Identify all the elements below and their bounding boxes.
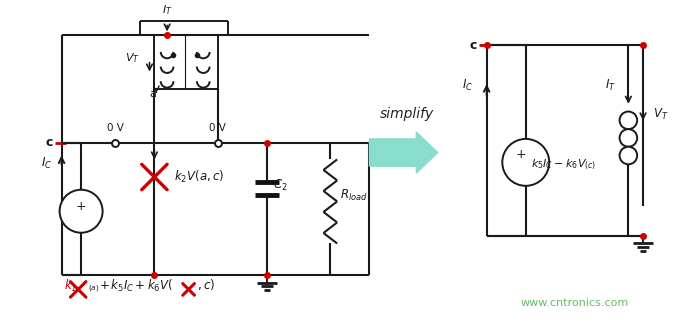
- Text: c: c: [45, 136, 52, 149]
- Text: 0 V: 0 V: [210, 123, 226, 133]
- Text: $k_5 I_C - k_6 V_{(c)}$: $k_5 I_C - k_6 V_{(c)}$: [530, 158, 596, 172]
- Text: $+\,k_5 I_C + k_6 V($: $+\,k_5 I_C + k_6 V($: [99, 278, 173, 293]
- Text: $_{(a)}$: $_{(a)}$: [88, 283, 100, 295]
- Text: $,c)$: $,c)$: [197, 278, 216, 292]
- Text: $k_1$: $k_1$: [63, 278, 77, 293]
- Circle shape: [620, 129, 637, 147]
- Text: $V_T$: $V_T$: [126, 51, 140, 65]
- Circle shape: [620, 147, 637, 164]
- Circle shape: [60, 190, 102, 233]
- Text: 0 V: 0 V: [107, 123, 124, 133]
- Text: $I_T$: $I_T$: [162, 3, 172, 17]
- Text: c: c: [469, 39, 477, 52]
- Text: www.cntronics.com: www.cntronics.com: [521, 298, 629, 308]
- Text: simplify: simplify: [379, 107, 433, 121]
- FancyArrow shape: [370, 132, 438, 173]
- Circle shape: [620, 111, 637, 129]
- Text: $I_T$: $I_T$: [605, 78, 616, 93]
- Text: +: +: [515, 148, 526, 161]
- Text: $I_C$: $I_C$: [462, 78, 473, 93]
- Text: $k_2 V(a,c)$: $k_2 V(a,c)$: [174, 169, 224, 185]
- Text: $R_{load}$: $R_{load}$: [340, 188, 368, 202]
- Text: $C_2$: $C_2$: [273, 178, 287, 193]
- Text: a: a: [149, 89, 156, 99]
- Text: +: +: [76, 200, 87, 213]
- Circle shape: [502, 139, 549, 186]
- Text: $V_T$: $V_T$: [653, 107, 668, 123]
- Text: $I_C$: $I_C$: [41, 156, 52, 171]
